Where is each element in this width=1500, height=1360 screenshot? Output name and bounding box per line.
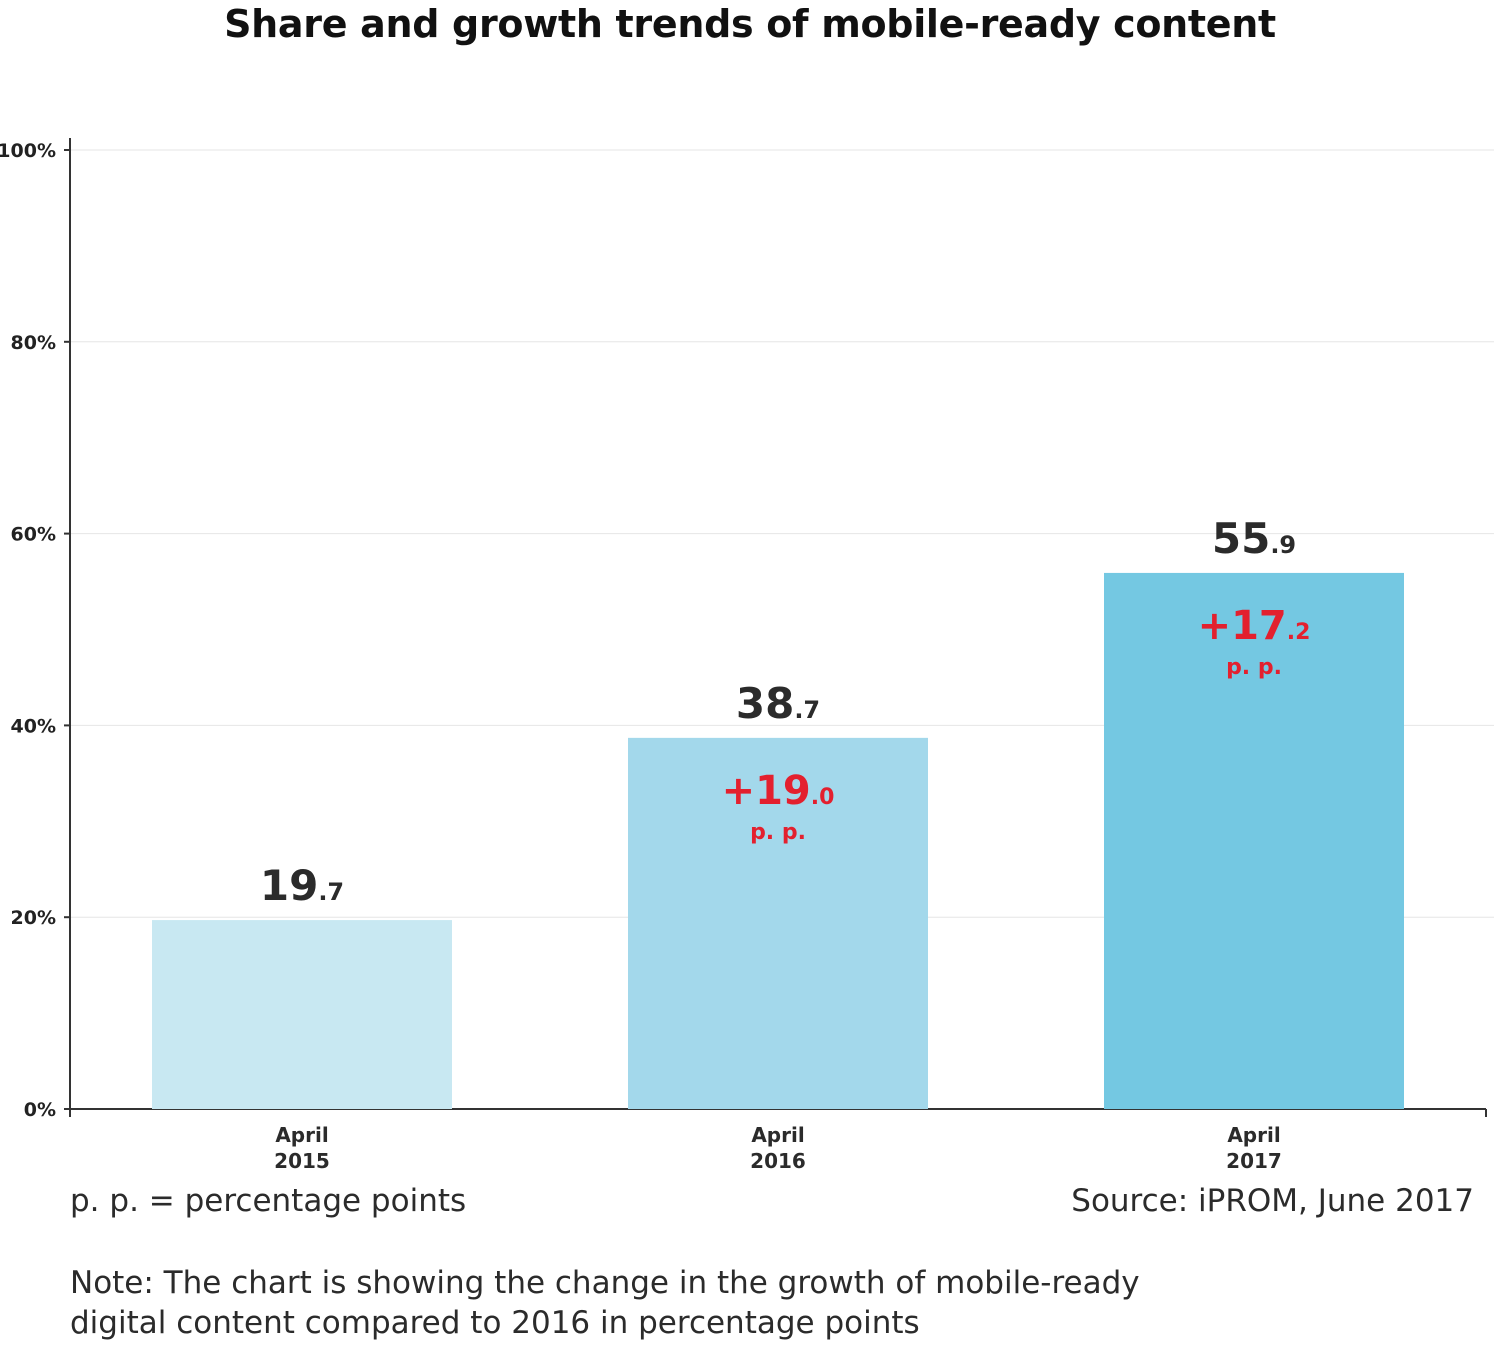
bar — [628, 737, 928, 1109]
x-tick-label: April — [275, 1123, 328, 1147]
y-tick-label: 20% — [11, 907, 56, 929]
y-tick-label: 40% — [11, 715, 56, 737]
x-tick-label: 2017 — [1226, 1149, 1282, 1173]
x-tick-label: April — [751, 1123, 804, 1147]
data-label: 38.7 — [736, 679, 820, 728]
bar — [1104, 572, 1404, 1109]
change-label: +19.0 — [722, 768, 835, 814]
chart-note-line-2: digital content compared to 2016 in perc… — [70, 1305, 920, 1341]
bar — [152, 920, 452, 1109]
change-unit-label: p. p. — [1226, 655, 1282, 680]
change-unit-label: p. p. — [750, 820, 806, 845]
x-tick-label: 2016 — [750, 1149, 806, 1173]
y-tick-label: 0% — [24, 1099, 56, 1121]
data-label: 55.9 — [1212, 514, 1296, 563]
y-tick-label: 60% — [11, 524, 56, 546]
percentage-points-note: p. p. = percentage points — [70, 1183, 467, 1219]
chart-note-line-1: Note: The chart is showing the change in… — [70, 1265, 1140, 1301]
x-tick-label: April — [1227, 1123, 1280, 1147]
chart-note: Note: The chart is showing the change in… — [70, 1263, 1170, 1343]
source-note: Source: iPROM, June 2017 — [1071, 1183, 1474, 1219]
y-tick-label: 100% — [0, 140, 56, 162]
chart-title: Share and growth trends of mobile-ready … — [224, 2, 1276, 46]
x-tick-label: 2015 — [274, 1149, 330, 1173]
change-label: +17.2 — [1198, 603, 1311, 649]
y-tick-label: 80% — [11, 332, 56, 354]
data-label: 19.7 — [260, 861, 344, 910]
